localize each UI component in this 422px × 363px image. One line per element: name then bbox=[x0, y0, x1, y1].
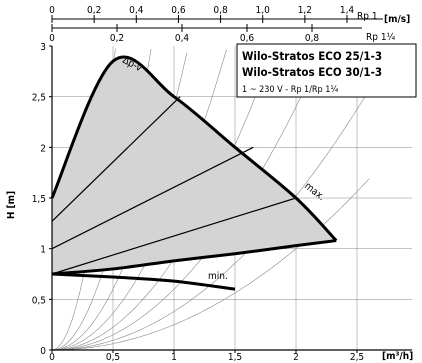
system-curve bbox=[51, 47, 275, 351]
min-label: min. bbox=[208, 271, 228, 282]
top-axis-1-label: 1,2 bbox=[298, 5, 312, 16]
x-axis-unit: [m³/h] bbox=[382, 351, 413, 362]
top-axis-2-suffix: Rp 1¼ bbox=[366, 31, 396, 43]
legend-line-2: Wilo-Stratos ECO 30/1-3 bbox=[242, 65, 382, 79]
top-axis-1-label: 0,2 bbox=[87, 5, 101, 16]
system-curve bbox=[51, 44, 326, 351]
operating-area bbox=[52, 56, 337, 275]
legend-background bbox=[236, 43, 417, 98]
top-axis-2-label: 0,8 bbox=[305, 33, 320, 44]
top-axis-1-label: 0,4 bbox=[129, 5, 144, 16]
x-tick-label: 1,5 bbox=[228, 352, 242, 363]
y-tick-label: 1 bbox=[40, 245, 46, 256]
max-label: max. bbox=[302, 181, 326, 204]
delta-pv-line bbox=[51, 197, 297, 275]
axes bbox=[49, 15, 412, 353]
tick-labels: 0 0,5 1 1,5 2 2,500,511,522,530 0,2 0,4 0,6 0,8 1,… bbox=[32, 5, 364, 363]
y-tick-label: 2 bbox=[40, 143, 46, 154]
x-tick-label: 0,5 bbox=[106, 352, 120, 363]
top-axis-1-suffix: Rp 1 bbox=[357, 11, 378, 22]
top-axis-1-label: 1,0 bbox=[256, 5, 271, 16]
min-curve bbox=[51, 272, 236, 291]
y-tick-label: 3 bbox=[40, 42, 46, 53]
top-axis-2-label: 0,6 bbox=[240, 33, 255, 44]
legend-line-3: 1 ~ 230 V - Rp 1/Rp 1¼ bbox=[242, 85, 338, 95]
delta-pv-line bbox=[51, 96, 181, 222]
y-tick-label: 2,5 bbox=[32, 93, 46, 104]
y-tick-label: 0 bbox=[40, 346, 46, 357]
y-tick-label: 0,5 bbox=[32, 295, 46, 306]
top-axis-2-label: 0,4 bbox=[175, 33, 190, 44]
top-axis-1-label: 0 bbox=[49, 5, 55, 16]
y-axis-label: H [m] bbox=[6, 191, 17, 219]
top-axis-2-label: 0 bbox=[49, 33, 55, 44]
legend-line-1: Wilo-Stratos ECO 25/1-3 bbox=[242, 49, 382, 63]
max-curve bbox=[50, 55, 338, 242]
x-tick-label: 2 bbox=[293, 352, 299, 363]
top-axis-2-label: 0,2 bbox=[110, 33, 124, 44]
top-axis-1-label: 0,6 bbox=[171, 5, 186, 16]
delta-pv-line bbox=[51, 146, 254, 250]
top-axis-1-unit: [m/s] bbox=[384, 14, 410, 25]
x-tick-label: 0 bbox=[49, 352, 55, 363]
y-tick-label: 1,5 bbox=[32, 194, 46, 205]
top-axis-1-label: 0,8 bbox=[213, 5, 228, 16]
top-axis-1-label: 1,4 bbox=[340, 5, 355, 16]
legend-box: Wilo-Stratos ECO 25/1-3 Wilo-Stratos ECO… bbox=[236, 43, 417, 98]
max-boundary-curve bbox=[51, 239, 337, 276]
x-tick-label: 1 bbox=[171, 352, 177, 363]
x-tick-label: 2,5 bbox=[350, 352, 364, 363]
delta-pv-lines bbox=[51, 96, 297, 275]
